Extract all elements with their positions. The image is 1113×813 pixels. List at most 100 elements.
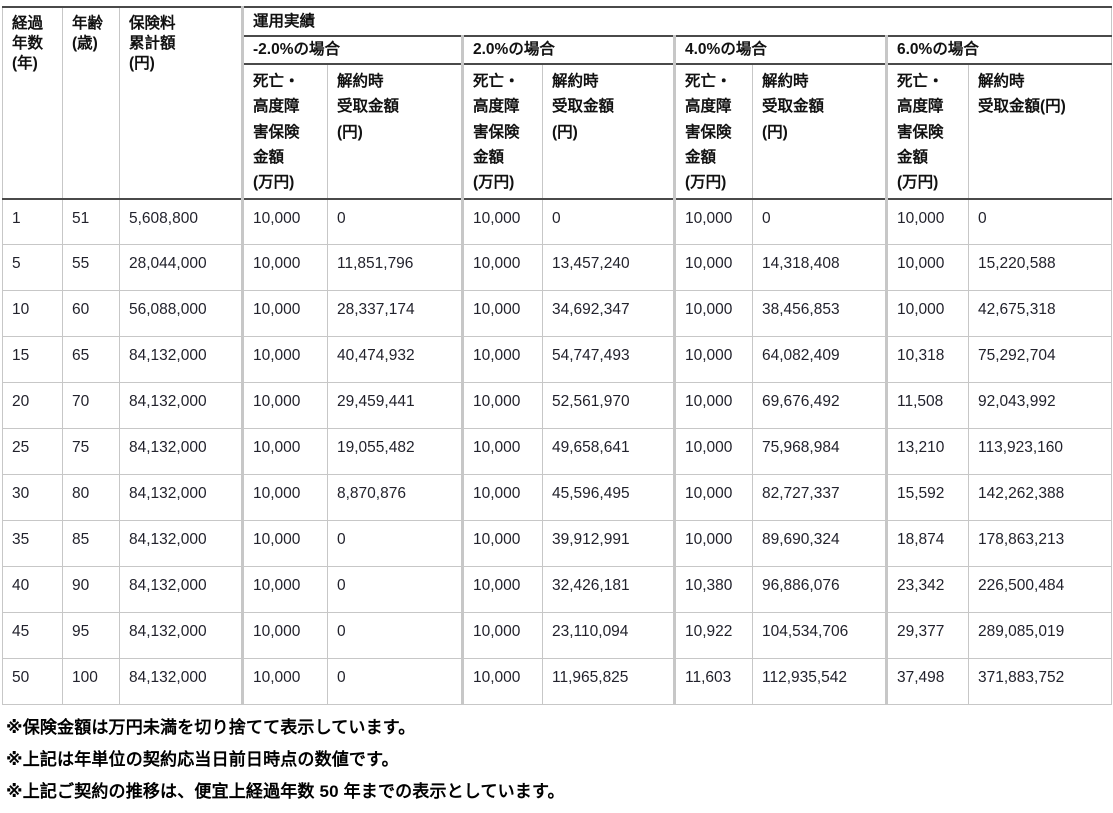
cell-plus4-surrender-value: 38,456,853 xyxy=(752,290,887,338)
cell-plus4-surrender-value: 82,727,337 xyxy=(752,474,887,522)
cell-plus2-surrender-value: 32,426,181 xyxy=(542,566,675,614)
cell-plus4-death-benefit: 10,000 xyxy=(673,520,753,568)
cell-plus6-death-benefit: 18,874 xyxy=(885,520,969,568)
cell-plus6-surrender-value: 75,292,704 xyxy=(967,336,1113,384)
footnote-rounding: ※保険金額は万円未満を切り捨てて表示しています。 xyxy=(6,718,416,738)
cell-elapsed-years: 45 xyxy=(2,612,63,660)
cell-premium-total: 84,132,000 xyxy=(119,612,243,660)
cell-plus4-death-benefit: 10,380 xyxy=(673,566,753,614)
cell-minus2-death-benefit: 10,000 xyxy=(241,428,328,476)
col-header-elapsed-years: 経過 年数 (年) xyxy=(2,6,63,200)
cell-plus6-death-benefit: 29,377 xyxy=(885,612,969,660)
cell-elapsed-years: 15 xyxy=(2,336,63,384)
cell-premium-total: 28,044,000 xyxy=(119,244,243,292)
cell-premium-total: 84,132,000 xyxy=(119,336,243,384)
cell-plus4-death-benefit: 10,000 xyxy=(673,474,753,522)
cell-plus2-death-benefit: 10,000 xyxy=(461,566,543,614)
cell-age: 95 xyxy=(62,612,120,660)
cell-elapsed-years: 20 xyxy=(2,382,63,430)
cell-plus6-surrender-value: 226,500,484 xyxy=(967,566,1113,614)
table-row: 25 75 84,132,000 10,000 19,055,482 10,000 49,6… xyxy=(2,428,1113,476)
scenario-header-plus2: 2.0%の場合 xyxy=(461,35,675,66)
cell-minus2-surrender-value: 0 xyxy=(327,658,463,706)
table-row: 20 70 84,132,000 10,000 29,459,441 10,000 52,5… xyxy=(2,382,1113,430)
cell-premium-total: 56,088,000 xyxy=(119,290,243,338)
cell-plus6-surrender-value: 42,675,318 xyxy=(967,290,1113,338)
cell-premium-total: 84,132,000 xyxy=(119,520,243,568)
cell-plus6-surrender-value: 371,883,752 xyxy=(967,658,1113,706)
cell-plus2-death-benefit: 10,000 xyxy=(461,244,543,292)
cell-plus2-death-benefit: 10,000 xyxy=(461,474,543,522)
cell-minus2-surrender-value: 40,474,932 xyxy=(327,336,463,384)
cell-plus6-death-benefit: 37,498 xyxy=(885,658,969,706)
table-body: 1 51 5,608,800 10,000 0 10,000 0 10,000 0 10,000 0… xyxy=(2,198,1113,706)
cell-plus2-death-benefit: 10,000 xyxy=(461,198,543,246)
cell-minus2-death-benefit: 10,000 xyxy=(241,612,328,660)
table-row: 15 65 84,132,000 10,000 40,474,932 10,000 54,7… xyxy=(2,336,1113,384)
cell-minus2-surrender-value: 29,459,441 xyxy=(327,382,463,430)
cell-plus4-death-benefit: 10,000 xyxy=(673,428,753,476)
cell-plus2-surrender-value: 23,110,094 xyxy=(542,612,675,660)
cell-plus6-death-benefit: 13,210 xyxy=(885,428,969,476)
table-row: 1 51 5,608,800 10,000 0 10,000 0 10,000 0 10,000 0 xyxy=(2,198,1113,246)
cell-plus4-surrender-value: 64,082,409 xyxy=(752,336,887,384)
cell-plus2-death-benefit: 10,000 xyxy=(461,612,543,660)
cell-minus2-death-benefit: 10,000 xyxy=(241,520,328,568)
cell-premium-total: 84,132,000 xyxy=(119,658,243,706)
cell-premium-total: 84,132,000 xyxy=(119,382,243,430)
subheader-plus2-death-benefit: 死亡・ 高度障 害保険 金額 (万円) xyxy=(461,63,543,200)
cell-plus6-surrender-value: 113,923,160 xyxy=(967,428,1113,476)
cell-plus2-surrender-value: 39,912,991 xyxy=(542,520,675,568)
cell-plus4-surrender-value: 69,676,492 xyxy=(752,382,887,430)
subheader-minus2-surrender-value: 解約時 受取金額 (円) xyxy=(327,63,463,200)
cell-plus2-death-benefit: 10,000 xyxy=(461,290,543,338)
subheader-plus2-surrender-value: 解約時 受取金額 (円) xyxy=(542,63,675,200)
subheader-plus4-death-benefit: 死亡・ 高度障 害保険 金額 (万円) xyxy=(673,63,753,200)
cell-plus6-surrender-value: 92,043,992 xyxy=(967,382,1113,430)
cell-elapsed-years: 35 xyxy=(2,520,63,568)
cell-plus4-surrender-value: 96,886,076 xyxy=(752,566,887,614)
cell-plus6-death-benefit: 10,318 xyxy=(885,336,969,384)
cell-plus4-death-benefit: 10,000 xyxy=(673,244,753,292)
cell-plus2-surrender-value: 13,457,240 xyxy=(542,244,675,292)
cell-age: 90 xyxy=(62,566,120,614)
footnote-valuation-date: ※上記は年単位の契約応当日前日時点の数値です。 xyxy=(6,750,399,770)
cell-minus2-surrender-value: 19,055,482 xyxy=(327,428,463,476)
table-header: 経過 年数 (年) 年齢 (歳) 保険料 累計額 (円) 運用実績 -2.0%の… xyxy=(2,5,1113,200)
scenario-header-minus2: -2.0%の場合 xyxy=(241,35,463,66)
cell-plus6-surrender-value: 15,220,588 xyxy=(967,244,1113,292)
cell-age: 80 xyxy=(62,474,120,522)
cell-plus6-surrender-value: 289,085,019 xyxy=(967,612,1113,660)
cell-plus6-death-benefit: 15,592 xyxy=(885,474,969,522)
cell-minus2-death-benefit: 10,000 xyxy=(241,658,328,706)
footnotes: ※保険金額は万円未満を切り捨てて表示しています。 ※上記は年単位の契約応当日前日… xyxy=(6,717,1111,804)
cell-minus2-death-benefit: 10,000 xyxy=(241,566,328,614)
cell-age: 65 xyxy=(62,336,120,384)
cell-plus2-surrender-value: 52,561,970 xyxy=(542,382,675,430)
cell-plus4-surrender-value: 104,534,706 xyxy=(752,612,887,660)
cell-plus4-death-benefit: 10,000 xyxy=(673,336,753,384)
subheader-minus2-death-benefit: 死亡・ 高度障 害保険 金額 (万円) xyxy=(241,63,328,200)
table-row: 30 80 84,132,000 10,000 8,870,876 10,000 45,59… xyxy=(2,474,1113,522)
footnote-50-year-limit: ※上記ご契約の推移は、便宜上経過年数 50 年までの表示としています。 xyxy=(6,782,565,802)
cell-minus2-surrender-value: 0 xyxy=(327,520,463,568)
cell-plus6-surrender-value: 142,262,388 xyxy=(967,474,1113,522)
cell-plus6-surrender-value: 0 xyxy=(967,198,1113,246)
cell-plus2-surrender-value: 54,747,493 xyxy=(542,336,675,384)
cell-plus2-surrender-value: 34,692,347 xyxy=(542,290,675,338)
cell-minus2-death-benefit: 10,000 xyxy=(241,244,328,292)
cell-elapsed-years: 30 xyxy=(2,474,63,522)
table-row: 35 85 84,132,000 10,000 0 10,000 39,912,991 10,… xyxy=(2,520,1113,568)
cell-plus2-death-benefit: 10,000 xyxy=(461,336,543,384)
cell-age: 70 xyxy=(62,382,120,430)
cell-minus2-death-benefit: 10,000 xyxy=(241,474,328,522)
cell-plus4-surrender-value: 0 xyxy=(752,198,887,246)
subheader-plus4-surrender-value: 解約時 受取金額 (円) xyxy=(752,63,887,200)
cell-age: 85 xyxy=(62,520,120,568)
cell-minus2-surrender-value: 0 xyxy=(327,612,463,660)
cell-plus6-death-benefit: 11,508 xyxy=(885,382,969,430)
cell-minus2-surrender-value: 11,851,796 xyxy=(327,244,463,292)
cell-plus4-surrender-value: 89,690,324 xyxy=(752,520,887,568)
cell-age: 75 xyxy=(62,428,120,476)
